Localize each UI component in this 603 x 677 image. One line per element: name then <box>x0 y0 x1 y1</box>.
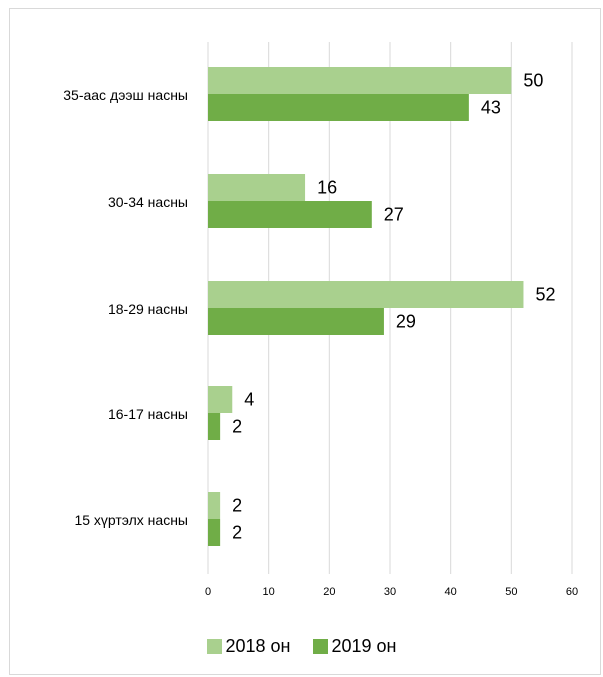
value-label: 43 <box>481 98 501 118</box>
legend-label-2018: 2018 он <box>225 636 291 656</box>
x-tick-label: 0 <box>205 586 211 598</box>
legend: 2018 он 2019 он <box>0 636 603 657</box>
bar-2018 <box>208 281 524 308</box>
bar-2019 <box>208 413 221 440</box>
legend-swatch-2018 <box>206 639 222 654</box>
x-tick-label: 50 <box>505 586 517 598</box>
bar-2019 <box>208 94 469 121</box>
bar-2019 <box>208 201 372 228</box>
value-label: 2 <box>232 417 242 437</box>
bars <box>208 67 524 546</box>
bar-2019 <box>208 519 221 546</box>
value-label: 16 <box>317 178 337 198</box>
x-tick-label: 60 <box>566 586 578 598</box>
category-label: 30-34 насны <box>108 194 188 210</box>
bar-2018 <box>208 174 306 201</box>
x-tick-labels: 0 10 20 30 40 50 60 <box>205 586 578 598</box>
legend-item-2018: 2018 он <box>206 636 291 657</box>
category-labels: 35-аас дээш насны 30-34 насны 18-29 насны 1… <box>63 87 188 528</box>
legend-swatch-2019 <box>312 639 328 654</box>
x-tick-label: 40 <box>445 586 457 598</box>
category-label: 16-17 насны <box>108 406 188 422</box>
x-tick-label: 10 <box>263 586 275 598</box>
value-label: 27 <box>384 205 404 225</box>
legend-item-2019: 2019 он <box>312 636 397 657</box>
value-label: 29 <box>396 312 416 332</box>
bar-2019 <box>208 308 384 335</box>
category-label: 15 хүртэлх насны <box>74 512 188 528</box>
legend-label-2019: 2019 он <box>331 636 397 656</box>
category-label: 18-29 насны <box>108 301 188 317</box>
bar-2018 <box>208 386 233 413</box>
x-tick-label: 20 <box>323 586 335 598</box>
value-label: 52 <box>535 285 555 305</box>
x-tick-label: 30 <box>384 586 396 598</box>
value-label: 2 <box>232 496 242 516</box>
value-label: 4 <box>244 390 254 410</box>
value-label: 50 <box>523 71 543 91</box>
bar-2018 <box>208 492 221 519</box>
category-label: 35-аас дээш насны <box>63 87 188 103</box>
bar-2018 <box>208 67 512 94</box>
value-label: 2 <box>232 523 242 543</box>
